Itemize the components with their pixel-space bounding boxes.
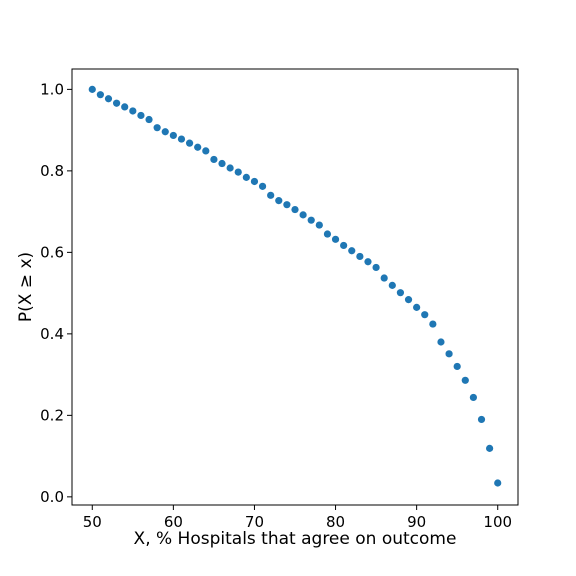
data-point bbox=[356, 252, 364, 261]
data-point bbox=[461, 376, 469, 384]
y-tick-label: 0.4 bbox=[40, 325, 64, 343]
data-point bbox=[307, 216, 315, 224]
x-tick-label: 90 bbox=[407, 513, 426, 531]
data-point bbox=[388, 281, 396, 289]
data-point bbox=[486, 444, 494, 452]
data-point bbox=[469, 393, 477, 402]
data-point bbox=[194, 143, 202, 151]
data-point bbox=[404, 296, 413, 304]
data-point bbox=[340, 241, 348, 250]
data-point bbox=[421, 311, 429, 319]
data-point bbox=[121, 103, 129, 111]
data-point bbox=[477, 415, 486, 424]
data-point bbox=[348, 247, 356, 255]
data-points bbox=[88, 85, 502, 487]
x-tick-label: 80 bbox=[326, 513, 345, 531]
data-point bbox=[177, 135, 186, 143]
data-point bbox=[137, 111, 145, 120]
y-tick-label: 0.8 bbox=[40, 162, 64, 180]
x-tick-label: 50 bbox=[83, 513, 102, 531]
data-point bbox=[372, 263, 380, 272]
data-point bbox=[185, 139, 194, 147]
x-tick-label: 70 bbox=[245, 513, 264, 531]
y-tick-label: 0.0 bbox=[40, 488, 64, 506]
data-point bbox=[291, 205, 299, 214]
data-point bbox=[396, 289, 405, 297]
y-axis-label: P(X ≥ x) bbox=[16, 252, 36, 322]
data-point bbox=[202, 147, 210, 155]
data-point bbox=[453, 362, 461, 371]
data-point bbox=[267, 191, 275, 199]
y-tick-label: 1.0 bbox=[40, 80, 64, 98]
y-axis-ticks: 0.0 0.2 0.4 0.6 0.8 1.0 bbox=[40, 80, 72, 506]
data-point bbox=[250, 177, 259, 186]
y-tick-label: 0.6 bbox=[40, 243, 64, 261]
data-point bbox=[218, 159, 226, 168]
x-axis-label: X, % Hospitals that agree on outcome bbox=[134, 529, 457, 549]
data-point bbox=[113, 99, 121, 107]
data-point bbox=[299, 211, 307, 219]
data-point bbox=[129, 107, 137, 115]
data-point bbox=[226, 164, 234, 172]
data-point bbox=[210, 155, 218, 164]
data-point bbox=[275, 197, 283, 205]
plot-frame bbox=[71, 68, 519, 506]
data-point bbox=[429, 320, 437, 328]
data-point bbox=[104, 95, 113, 103]
data-point bbox=[413, 303, 421, 311]
data-point bbox=[283, 201, 291, 209]
y-tick-label: 0.2 bbox=[40, 406, 64, 424]
data-point bbox=[169, 131, 177, 140]
data-point bbox=[234, 168, 242, 176]
data-point bbox=[96, 91, 104, 99]
x-tick-label: 100 bbox=[483, 513, 512, 531]
data-point bbox=[242, 173, 250, 181]
data-point bbox=[437, 338, 445, 346]
data-point bbox=[445, 350, 453, 358]
data-point bbox=[494, 479, 502, 487]
data-point bbox=[161, 128, 169, 136]
data-point bbox=[323, 230, 332, 238]
data-point bbox=[153, 124, 161, 132]
x-axis-ticks: 50 60 70 80 90 100 bbox=[83, 505, 512, 531]
data-point bbox=[88, 85, 96, 93]
data-point bbox=[380, 274, 388, 282]
data-point bbox=[331, 235, 340, 243]
data-point bbox=[145, 115, 153, 124]
data-point bbox=[315, 221, 323, 229]
x-tick-label: 60 bbox=[164, 513, 183, 531]
data-point bbox=[258, 182, 267, 190]
data-point bbox=[364, 258, 372, 266]
